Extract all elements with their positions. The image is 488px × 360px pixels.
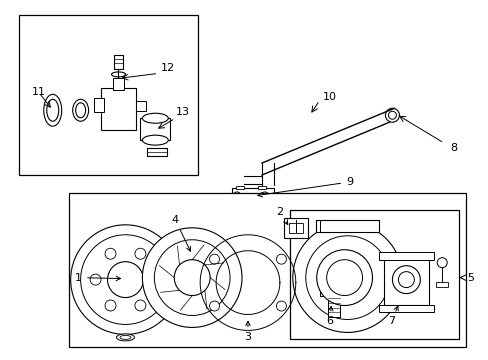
Bar <box>327 296 339 318</box>
Bar <box>113 55 123 69</box>
Circle shape <box>135 248 145 259</box>
Text: 11: 11 <box>32 87 46 97</box>
Text: 13: 13 <box>176 107 190 117</box>
Circle shape <box>105 300 116 311</box>
Circle shape <box>135 300 145 311</box>
Bar <box>384 255 428 305</box>
Bar <box>101 88 136 130</box>
Circle shape <box>90 274 101 285</box>
Circle shape <box>392 266 420 293</box>
Text: 6: 6 <box>325 306 332 327</box>
Circle shape <box>276 254 286 264</box>
Circle shape <box>107 262 143 298</box>
Circle shape <box>316 250 372 306</box>
Ellipse shape <box>111 72 125 77</box>
Text: 7: 7 <box>387 306 397 327</box>
Circle shape <box>276 301 286 311</box>
Circle shape <box>71 225 180 334</box>
Circle shape <box>436 258 447 268</box>
Text: 3: 3 <box>244 321 251 342</box>
Text: 8: 8 <box>450 143 457 153</box>
Circle shape <box>142 228 242 328</box>
Ellipse shape <box>76 103 85 118</box>
Circle shape <box>174 260 210 296</box>
Circle shape <box>154 240 229 315</box>
Ellipse shape <box>387 111 396 119</box>
Bar <box>93 98 103 112</box>
Circle shape <box>292 223 402 332</box>
Bar <box>258 186 265 189</box>
Bar <box>435 282 447 287</box>
Ellipse shape <box>120 336 131 339</box>
Ellipse shape <box>73 99 88 121</box>
Circle shape <box>209 254 219 264</box>
Ellipse shape <box>142 135 168 145</box>
Text: 2: 2 <box>276 207 287 225</box>
Bar <box>315 220 379 232</box>
Bar <box>288 223 302 233</box>
Circle shape <box>81 235 170 324</box>
Ellipse shape <box>261 192 268 200</box>
Circle shape <box>105 248 116 259</box>
Ellipse shape <box>116 334 134 341</box>
Ellipse shape <box>233 192 241 200</box>
Text: 1: 1 <box>75 273 121 283</box>
Circle shape <box>327 258 367 298</box>
Circle shape <box>398 272 413 288</box>
Text: 5: 5 <box>467 273 474 283</box>
Text: 12: 12 <box>161 63 175 73</box>
Text: 9: 9 <box>257 177 352 197</box>
Bar <box>232 188 273 204</box>
Bar <box>112 78 124 90</box>
Bar <box>236 186 244 189</box>
Bar <box>19 15 198 175</box>
Ellipse shape <box>385 108 399 122</box>
Text: 4: 4 <box>171 215 190 251</box>
Bar <box>68 193 465 347</box>
Bar <box>140 118 170 140</box>
Circle shape <box>305 236 388 319</box>
Ellipse shape <box>142 113 168 123</box>
Bar <box>283 218 307 238</box>
Bar <box>147 148 167 156</box>
Circle shape <box>149 274 161 285</box>
Bar <box>319 288 347 296</box>
Circle shape <box>209 301 219 311</box>
Bar <box>136 101 146 111</box>
Bar <box>289 210 458 339</box>
Bar <box>379 305 433 312</box>
Ellipse shape <box>47 99 59 121</box>
Text: 10: 10 <box>322 92 336 102</box>
Circle shape <box>326 260 362 296</box>
Ellipse shape <box>44 94 61 126</box>
Bar <box>379 252 433 260</box>
